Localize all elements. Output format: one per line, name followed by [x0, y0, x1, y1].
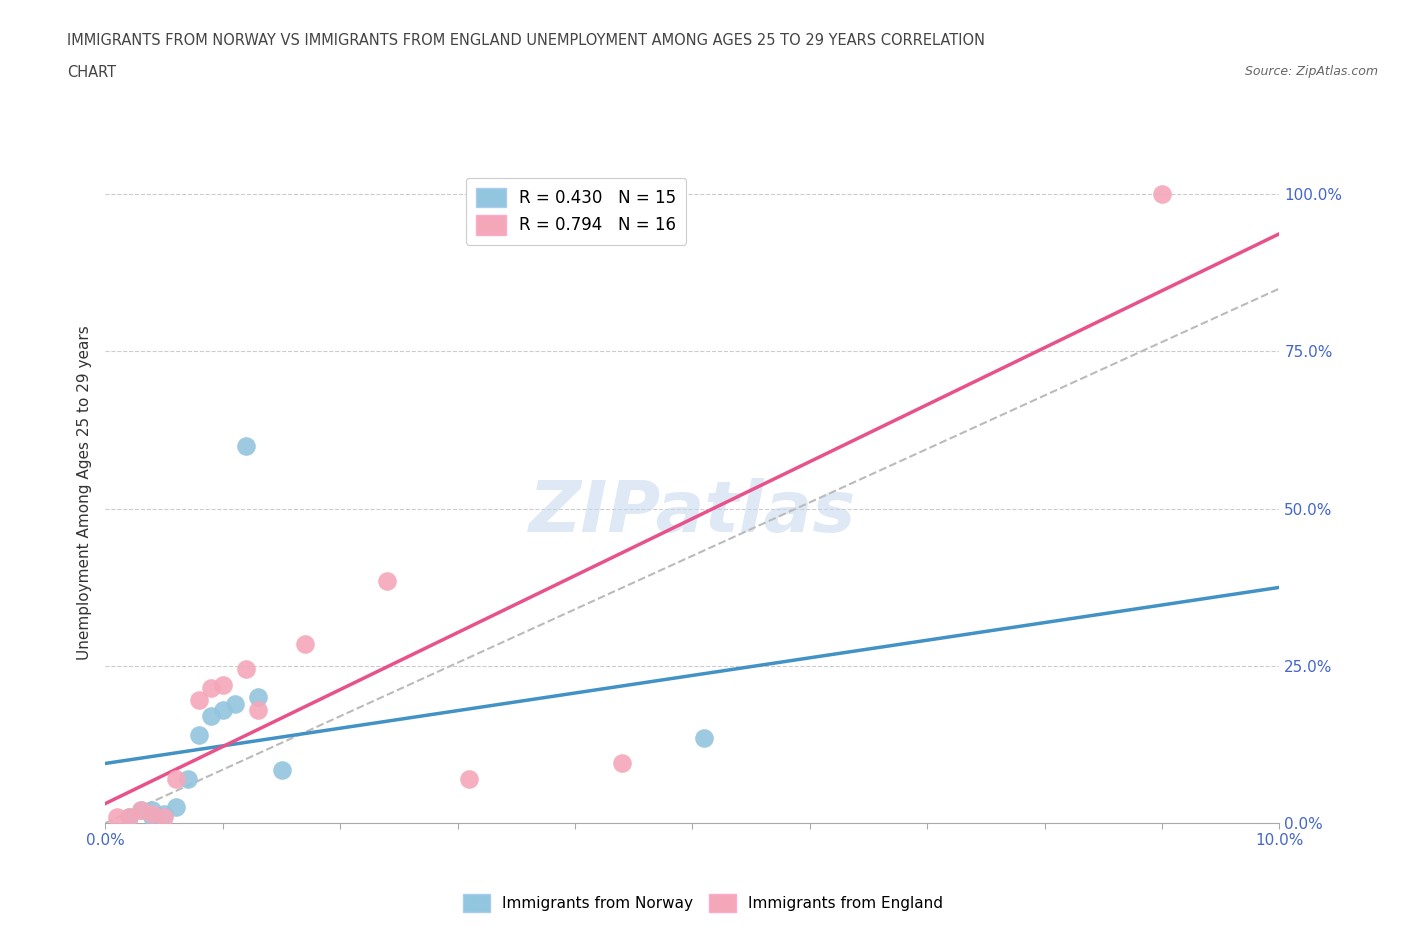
Legend: Immigrants from Norway, Immigrants from England: Immigrants from Norway, Immigrants from … — [457, 888, 949, 918]
Point — [1150, 187, 1173, 202]
Point — [105, 809, 128, 824]
Point — [141, 803, 163, 817]
Legend: R = 0.430   N = 15, R = 0.794   N = 16: R = 0.430 N = 15, R = 0.794 N = 16 — [465, 178, 686, 245]
Point — [211, 702, 233, 717]
Point — [224, 697, 246, 711]
Point — [176, 772, 198, 787]
Text: ZIPatlas: ZIPatlas — [529, 478, 856, 547]
Text: CHART: CHART — [67, 65, 117, 80]
Point — [235, 438, 257, 453]
Point — [610, 756, 633, 771]
Text: IMMIGRANTS FROM NORWAY VS IMMIGRANTS FROM ENGLAND UNEMPLOYMENT AMONG AGES 25 TO : IMMIGRANTS FROM NORWAY VS IMMIGRANTS FRO… — [67, 33, 986, 47]
Point — [188, 727, 211, 742]
Text: Source: ZipAtlas.com: Source: ZipAtlas.com — [1244, 65, 1378, 78]
Point — [458, 772, 481, 787]
Point — [118, 809, 141, 824]
Y-axis label: Unemployment Among Ages 25 to 29 years: Unemployment Among Ages 25 to 29 years — [76, 326, 91, 660]
Point — [200, 681, 222, 696]
Point — [235, 661, 257, 676]
Point — [129, 803, 152, 817]
Point — [247, 690, 270, 705]
Point — [200, 709, 222, 724]
Point — [141, 809, 163, 824]
Point — [211, 677, 233, 692]
Point — [375, 574, 398, 589]
Point — [270, 763, 292, 777]
Point — [165, 772, 187, 787]
Point — [153, 806, 176, 821]
Point — [693, 731, 716, 746]
Point — [165, 800, 187, 815]
Point — [247, 702, 270, 717]
Point — [118, 809, 141, 824]
Point — [141, 806, 163, 821]
Point — [188, 693, 211, 708]
Point — [129, 803, 152, 817]
Point — [294, 636, 316, 651]
Point — [153, 809, 176, 824]
